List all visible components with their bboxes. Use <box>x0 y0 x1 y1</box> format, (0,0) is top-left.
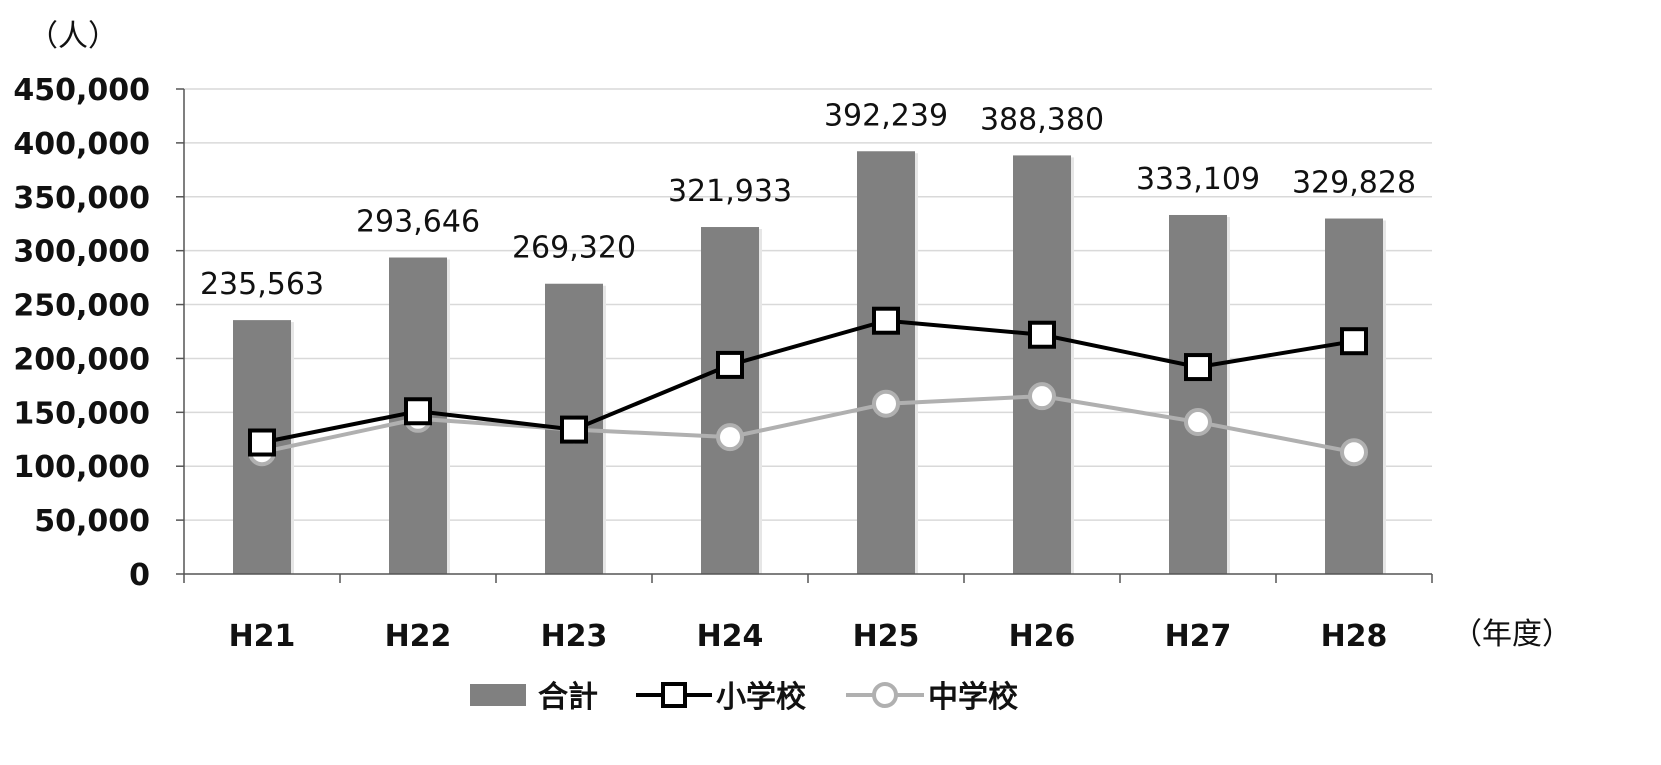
legend-label-total: 合計 <box>538 680 598 715</box>
series-line <box>261 318 1355 445</box>
line-marker-circle <box>872 389 900 418</box>
line-marker-square <box>248 428 276 457</box>
line-marker-square <box>872 306 900 335</box>
legend: 合計 小学校 中学校 <box>470 680 1018 715</box>
y-tick-label: 100,000 <box>13 450 150 485</box>
gridlines <box>184 88 1432 521</box>
line-marker-square <box>716 350 744 379</box>
x-tick-label: H23 <box>541 619 608 654</box>
x-axis-ticks: H21 H22 H23 H24 H25 H26 H27 H28 <box>183 574 1433 654</box>
x-tick-label: H22 <box>385 619 452 654</box>
y-tick-label: 0 <box>129 558 150 593</box>
x-axis-unit-label: （年度） <box>1452 617 1572 652</box>
legend-marker-elementary <box>661 682 687 708</box>
line-marker-circle <box>1184 408 1212 437</box>
bar <box>1013 155 1071 575</box>
bar-data-label: 333,109 <box>1136 162 1260 197</box>
bar-data-label: 235,563 <box>200 267 324 302</box>
x-tick-label: H28 <box>1321 619 1388 654</box>
bar <box>1325 218 1383 574</box>
y-tick-label: 300,000 <box>13 235 150 270</box>
x-tick-label: H25 <box>853 619 920 654</box>
line-marker-square <box>1340 327 1368 356</box>
line-marker-square <box>1184 353 1212 382</box>
bar-data-label: 392,239 <box>824 98 948 133</box>
legend-swatch-total <box>470 684 526 706</box>
series-line <box>261 394 1355 455</box>
x-tick-label: H24 <box>697 619 764 654</box>
y-tick-label: 350,000 <box>13 181 150 216</box>
line-marker-circle <box>716 423 744 452</box>
y-tick-label: 250,000 <box>13 289 150 324</box>
line-series <box>248 306 1368 467</box>
y-tick-label: 400,000 <box>13 127 150 162</box>
bar-data-labels: 235,563 293,646 269,320 321,933 392,239 388,3… <box>200 98 1416 302</box>
legend-marker-junior-high <box>872 682 898 708</box>
bar-data-label: 293,646 <box>356 205 480 240</box>
y-axis-unit-label: （人） <box>28 19 118 54</box>
line-marker-square <box>560 415 588 444</box>
x-tick-label: H26 <box>1009 619 1076 654</box>
line-marker-circle <box>1340 438 1368 467</box>
y-axis-ticks: 0 50,000 100,000 150,000 200,000 250,000 300,0… <box>13 73 184 593</box>
bar-data-label: 329,828 <box>1292 166 1416 201</box>
line-marker-circle <box>1028 382 1056 411</box>
bar-data-label: 388,380 <box>980 102 1104 137</box>
legend-label-elementary: 小学校 <box>716 680 806 715</box>
bar-data-label: 269,320 <box>512 231 636 266</box>
bar <box>857 151 915 574</box>
x-tick-label: H21 <box>229 619 296 654</box>
x-tick-label: H27 <box>1165 619 1232 654</box>
line-marker-square <box>404 397 432 426</box>
bar <box>1169 214 1227 574</box>
y-tick-label: 150,000 <box>13 396 150 431</box>
bar <box>701 227 759 574</box>
line-marker-square <box>1028 320 1056 349</box>
y-tick-label: 50,000 <box>34 504 150 539</box>
y-tick-label: 450,000 <box>13 73 150 108</box>
bar-data-label: 321,933 <box>668 174 792 209</box>
legend-label-junior-high: 中学校 <box>928 680 1018 715</box>
y-tick-label: 200,000 <box>13 342 150 377</box>
